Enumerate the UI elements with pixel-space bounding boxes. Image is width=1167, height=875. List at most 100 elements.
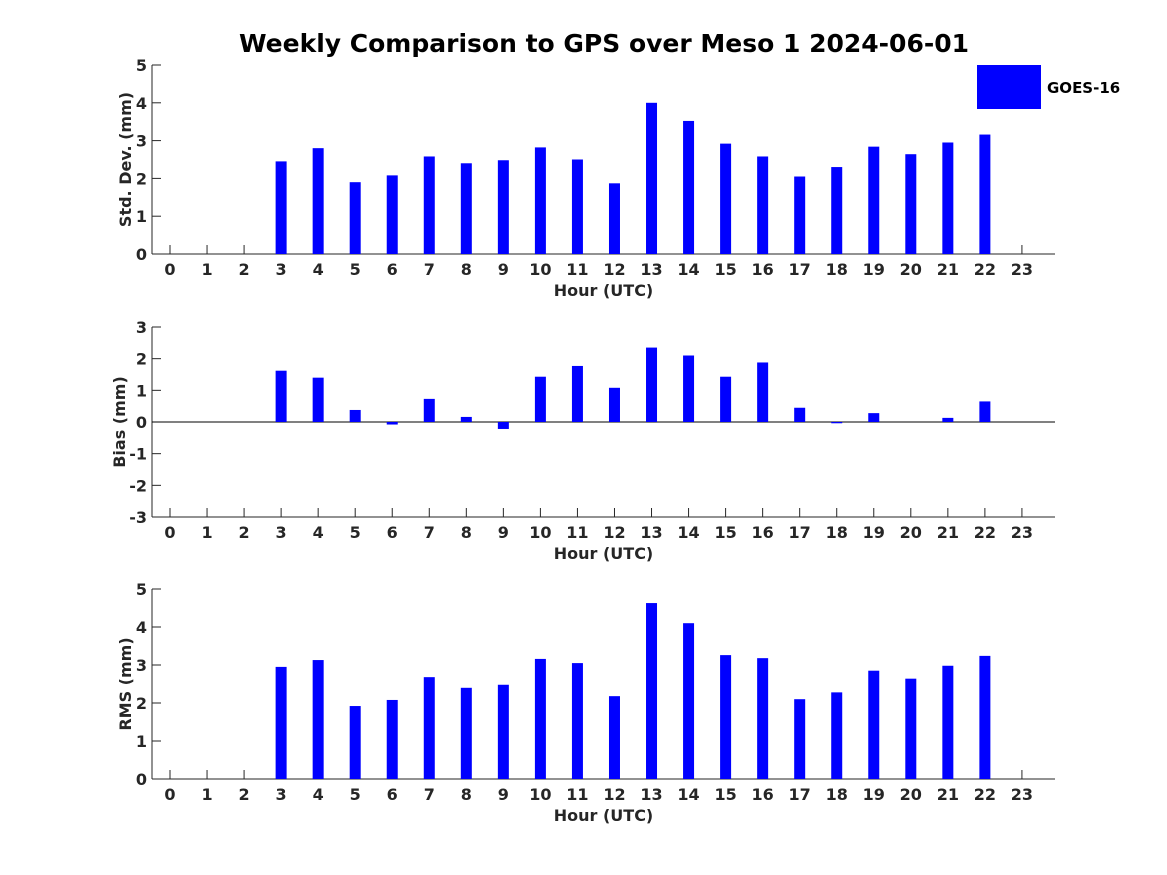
- rms-x-tick-label: 1: [201, 785, 212, 804]
- rms-x-tick-label: 10: [529, 785, 551, 804]
- std-bar-hour-13: [646, 102, 658, 254]
- std-x-tick-label: 12: [603, 260, 625, 279]
- rms-x-tick-label: 23: [1011, 785, 1033, 804]
- std-y-tick-label: 0: [136, 245, 147, 264]
- std-y-tick-label: 4: [136, 94, 147, 113]
- bias-bar-hour-9: [497, 422, 509, 429]
- rms-bar-hour-7: [423, 677, 435, 779]
- std-x-tick-label: 11: [566, 260, 588, 279]
- bias-x-tick-label: 15: [714, 523, 736, 542]
- rms-bar-hour-3: [275, 666, 287, 779]
- rms-x-tick-label: 21: [937, 785, 959, 804]
- bias-bar-hour-5: [349, 409, 361, 422]
- rms-x-axis-label: Hour (UTC): [554, 806, 654, 825]
- std-x-tick-label: 5: [350, 260, 361, 279]
- std-bar-hour-5: [349, 182, 361, 254]
- bias-bar-hour-10: [534, 376, 546, 422]
- bias-x-tick-label: 8: [461, 523, 472, 542]
- bias-x-tick-label: 1: [201, 523, 212, 542]
- bias-x-tick-label: 2: [239, 523, 250, 542]
- bias-x-tick-label: 20: [900, 523, 922, 542]
- figure-title: Weekly Comparison to GPS over Meso 1 202…: [239, 29, 969, 58]
- rms-bar-hour-17: [794, 699, 806, 779]
- rms-x-tick-label: 0: [164, 785, 175, 804]
- std-x-tick-label: 6: [387, 260, 398, 279]
- rms-y-tick-label: 4: [136, 618, 147, 637]
- std-bar-hour-3: [275, 161, 287, 254]
- bias-x-tick-label: 21: [937, 523, 959, 542]
- rms-bar-hour-16: [757, 658, 769, 779]
- bias-y-tick-label: -1: [129, 445, 147, 464]
- rms-bar-hour-20: [905, 678, 917, 779]
- std-bar-hour-7: [423, 156, 435, 254]
- rms-y-tick-label: 1: [136, 732, 147, 751]
- bias-bar-hour-3: [275, 370, 287, 422]
- bias-bar-hour-18: [831, 422, 843, 424]
- std-x-tick-label: 1: [201, 260, 212, 279]
- rms-x-tick-label: 14: [677, 785, 699, 804]
- bias-bar-hour-4: [312, 377, 324, 422]
- std-x-tick-label: 15: [714, 260, 736, 279]
- rms-x-tick-label: 9: [498, 785, 509, 804]
- bias-bar-hour-13: [646, 347, 658, 422]
- bias-x-tick-label: 6: [387, 523, 398, 542]
- bias-bar-hour-14: [683, 355, 695, 422]
- rms-bar-hour-12: [608, 696, 620, 779]
- std-x-tick-label: 7: [424, 260, 435, 279]
- rms-x-tick-label: 6: [387, 785, 398, 804]
- std-bar-hour-14: [683, 120, 695, 254]
- rms-bar-hour-22: [979, 655, 991, 779]
- bias-x-tick-label: 18: [826, 523, 848, 542]
- bias-x-tick-label: 7: [424, 523, 435, 542]
- rms-bar-hour-10: [534, 658, 546, 779]
- std-bar-hour-9: [497, 160, 509, 254]
- bias-y-tick-label: 2: [136, 350, 147, 369]
- bias-y-tick-label: -3: [129, 508, 147, 527]
- rms-x-tick-label: 15: [714, 785, 736, 804]
- std-x-tick-label: 16: [752, 260, 774, 279]
- std-bar-hour-19: [868, 146, 880, 254]
- bias-bar-hour-17: [794, 407, 806, 422]
- std-y-tick-label: 3: [136, 132, 147, 151]
- bias-x-tick-label: 12: [603, 523, 625, 542]
- rms-bar-hour-21: [942, 665, 954, 779]
- bias-x-axis-label: Hour (UTC): [554, 544, 654, 563]
- rms-y-axis-label: RMS (mm): [116, 637, 135, 730]
- rms-x-tick-label: 20: [900, 785, 922, 804]
- std-x-tick-label: 17: [789, 260, 811, 279]
- rms-y-tick-label: 5: [136, 580, 147, 599]
- bias-bar-hour-16: [757, 362, 769, 422]
- rms-x-tick-label: 13: [640, 785, 662, 804]
- rms-bar-hour-5: [349, 706, 361, 779]
- rms-x-tick-label: 16: [752, 785, 774, 804]
- std-x-tick-label: 20: [900, 260, 922, 279]
- std-x-tick-label: 0: [164, 260, 175, 279]
- std-bar-hour-11: [571, 159, 583, 254]
- bias-bar-hour-6: [386, 422, 398, 425]
- rms-bar-hour-4: [312, 660, 324, 779]
- bias-x-tick-label: 0: [164, 523, 175, 542]
- bias-x-tick-label: 17: [789, 523, 811, 542]
- bias-x-tick-label: 13: [640, 523, 662, 542]
- legend-label: GOES-16: [1047, 79, 1120, 97]
- rms-bar-hour-9: [497, 684, 509, 779]
- std-x-tick-label: 8: [461, 260, 472, 279]
- rms-y-tick-label: 0: [136, 770, 147, 789]
- bias-x-tick-label: 16: [752, 523, 774, 542]
- rms-bar-hour-18: [831, 692, 843, 779]
- rms-x-tick-label: 3: [276, 785, 287, 804]
- bias-x-tick-label: 9: [498, 523, 509, 542]
- std-bar-hour-18: [831, 167, 843, 254]
- bias-bar-hour-7: [423, 398, 435, 422]
- bias-y-tick-label: -2: [129, 476, 147, 495]
- rms-x-tick-label: 22: [974, 785, 996, 804]
- std-bar-hour-22: [979, 134, 991, 254]
- std-bar-hour-4: [312, 148, 324, 254]
- std-bar-hour-20: [905, 154, 917, 254]
- rms-x-tick-label: 19: [863, 785, 885, 804]
- std-x-axis-label: Hour (UTC): [554, 281, 654, 300]
- rms-bar-hour-19: [868, 670, 880, 779]
